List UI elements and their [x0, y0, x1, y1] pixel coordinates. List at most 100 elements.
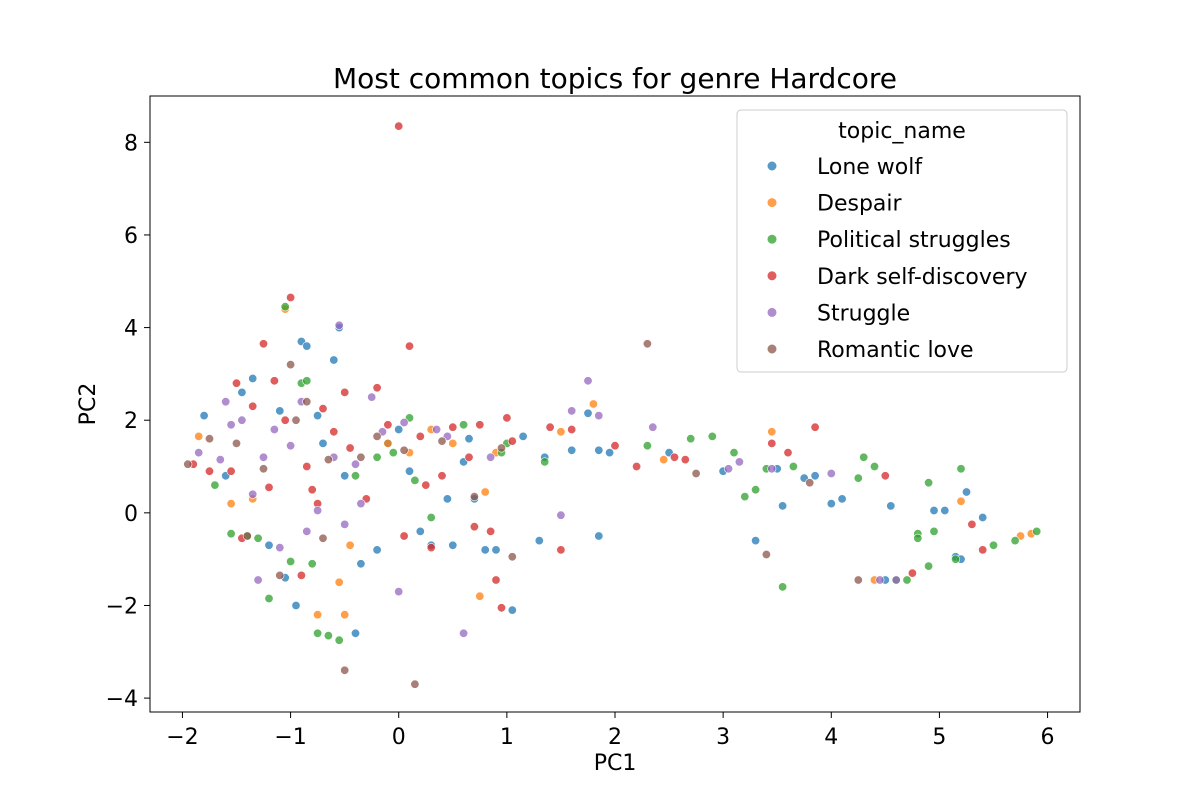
legend-marker — [766, 270, 778, 281]
data-point — [248, 373, 258, 383]
data-point — [680, 455, 690, 465]
data-point — [258, 339, 268, 349]
legend-label: Dark self-discovery — [817, 265, 1028, 290]
data-point — [686, 434, 696, 444]
data-point — [464, 434, 474, 444]
data-point — [356, 452, 366, 462]
data-point — [459, 420, 469, 430]
data-point — [248, 489, 258, 499]
data-point — [242, 531, 252, 541]
data-point — [410, 679, 420, 689]
data-point — [313, 628, 323, 638]
y-tick-label: 4 — [124, 317, 138, 342]
data-point — [313, 610, 323, 620]
data-point — [253, 533, 263, 543]
data-point — [907, 568, 917, 578]
data-point — [496, 443, 506, 453]
data-point — [410, 475, 420, 485]
legend-label: Despair — [817, 192, 902, 217]
data-point — [307, 559, 317, 569]
data-point — [253, 575, 263, 585]
data-point — [258, 464, 268, 474]
data-point — [778, 501, 788, 511]
data-point — [280, 302, 290, 312]
data-point — [486, 526, 496, 536]
data-point — [226, 466, 236, 476]
data-point — [264, 482, 274, 492]
data-point — [334, 320, 344, 330]
data-point — [269, 376, 279, 386]
data-point — [356, 559, 366, 569]
data-point — [929, 505, 939, 515]
data-point — [286, 292, 296, 302]
data-point — [264, 593, 274, 603]
data-point — [404, 466, 414, 476]
data-point — [383, 438, 393, 448]
data-point — [853, 473, 863, 483]
data-point — [280, 415, 290, 425]
data-point — [496, 603, 506, 613]
x-tick-label: 2 — [608, 725, 622, 750]
x-tick-label: 5 — [932, 725, 946, 750]
data-point — [751, 485, 761, 495]
data-point — [226, 499, 236, 509]
data-point — [956, 464, 966, 474]
data-point — [415, 526, 425, 536]
data-point — [534, 536, 544, 546]
data-point — [199, 411, 209, 421]
data-point — [913, 533, 923, 543]
data-point — [350, 459, 360, 469]
data-point — [448, 438, 458, 448]
data-point — [323, 631, 333, 641]
data-point — [875, 575, 885, 585]
data-point — [567, 406, 577, 416]
data-point — [924, 561, 934, 571]
data-point — [691, 468, 701, 478]
data-point — [961, 487, 971, 497]
x-tick-label: −1 — [274, 725, 306, 750]
data-point — [859, 452, 869, 462]
legend-marker — [766, 197, 778, 208]
data-point — [313, 505, 323, 515]
data-point — [394, 424, 404, 434]
legend-title: topic_name — [838, 119, 966, 144]
data-point — [432, 424, 442, 434]
data-point — [729, 448, 739, 458]
data-point — [583, 408, 593, 418]
axes-layer: −2 −1 0 1 2 3 4 5 6 −4 −2 0 2 4 6 8 — [106, 95, 1081, 750]
data-point — [302, 341, 312, 351]
data-point — [442, 494, 452, 504]
data-point — [426, 543, 436, 553]
data-point — [237, 415, 247, 425]
data-point — [507, 552, 517, 562]
data-point — [329, 427, 339, 437]
data-point — [853, 575, 863, 585]
legend: topic_name Lone wolf Despair Political str… — [736, 109, 1068, 373]
data-point — [399, 531, 409, 541]
data-point — [642, 441, 652, 451]
data-point — [340, 471, 350, 481]
data-point — [869, 461, 879, 471]
data-point — [296, 570, 306, 580]
data-point — [329, 355, 339, 365]
x-tick-label: 3 — [716, 725, 730, 750]
data-point — [669, 452, 679, 462]
data-point — [880, 471, 890, 481]
data-point — [350, 471, 360, 481]
data-point — [978, 512, 988, 522]
legend-label: Political struggles — [817, 228, 1011, 253]
data-point — [372, 452, 382, 462]
data-point — [275, 543, 285, 553]
points-layer — [183, 121, 1042, 689]
data-point — [183, 459, 193, 469]
data-point — [448, 540, 458, 550]
data-point — [486, 452, 496, 462]
data-point — [302, 376, 312, 386]
data-point — [707, 431, 717, 441]
data-point — [751, 536, 761, 546]
data-point — [404, 341, 414, 351]
data-point — [286, 441, 296, 451]
y-tick-label: 2 — [124, 409, 138, 434]
data-point — [491, 575, 501, 585]
